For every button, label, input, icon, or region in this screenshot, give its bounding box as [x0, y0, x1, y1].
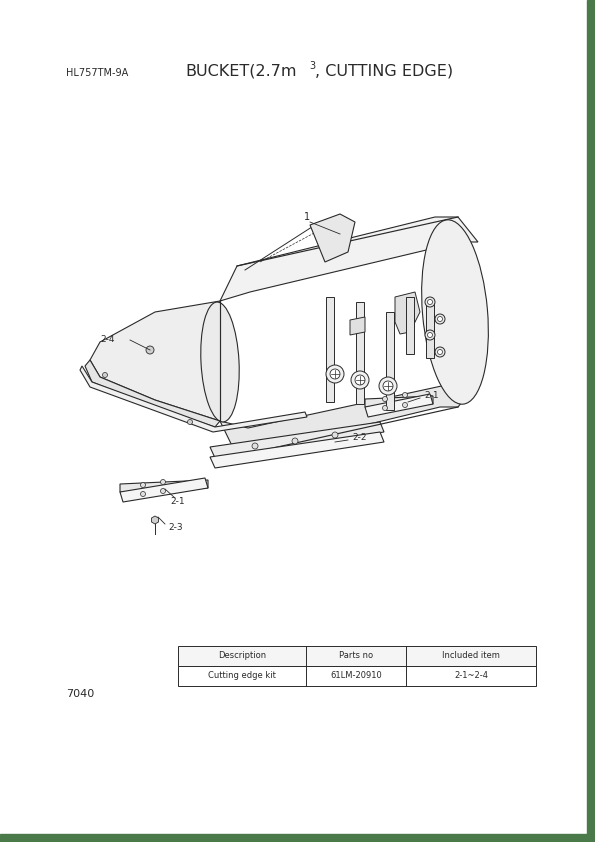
Circle shape	[326, 365, 344, 383]
Circle shape	[332, 432, 338, 438]
Text: Parts no: Parts no	[339, 652, 373, 660]
Circle shape	[383, 406, 387, 411]
Polygon shape	[365, 394, 433, 417]
Text: 7040: 7040	[66, 689, 94, 699]
Circle shape	[435, 347, 445, 357]
Polygon shape	[220, 382, 478, 456]
Circle shape	[140, 482, 146, 488]
Polygon shape	[395, 292, 420, 334]
Text: 2-1: 2-1	[424, 392, 439, 401]
Polygon shape	[426, 302, 434, 358]
Polygon shape	[210, 432, 384, 468]
Circle shape	[427, 300, 433, 305]
Circle shape	[355, 375, 365, 385]
Text: 2-1~2-4: 2-1~2-4	[454, 672, 488, 680]
Circle shape	[187, 419, 193, 424]
Bar	[178, 666, 536, 686]
Text: BUCKET(2.7m: BUCKET(2.7m	[185, 63, 296, 78]
Circle shape	[140, 492, 146, 497]
Ellipse shape	[422, 220, 488, 404]
Text: HL757TM-9A: HL757TM-9A	[66, 68, 129, 78]
Circle shape	[425, 330, 435, 340]
Circle shape	[437, 317, 443, 322]
Circle shape	[383, 397, 387, 402]
Text: 2-1: 2-1	[171, 498, 185, 507]
Ellipse shape	[201, 302, 239, 422]
Polygon shape	[350, 317, 365, 335]
Text: Description: Description	[218, 652, 266, 660]
Circle shape	[402, 392, 408, 397]
Circle shape	[351, 371, 369, 389]
Polygon shape	[365, 396, 433, 407]
Circle shape	[425, 297, 435, 307]
Circle shape	[383, 381, 393, 391]
Text: Included item: Included item	[442, 652, 500, 660]
Text: 2-3: 2-3	[168, 523, 183, 531]
Circle shape	[161, 488, 165, 493]
Polygon shape	[152, 516, 158, 524]
Circle shape	[379, 377, 397, 395]
Bar	[0, 834, 595, 842]
Polygon shape	[386, 312, 394, 410]
Circle shape	[435, 314, 445, 324]
Polygon shape	[326, 297, 334, 402]
Polygon shape	[120, 480, 208, 492]
Polygon shape	[310, 214, 355, 262]
Circle shape	[146, 346, 154, 354]
Circle shape	[427, 333, 433, 338]
Circle shape	[330, 369, 340, 379]
Text: 2-2: 2-2	[352, 434, 367, 443]
Text: Cutting edge kit: Cutting edge kit	[208, 672, 276, 680]
Circle shape	[161, 479, 165, 484]
Circle shape	[402, 402, 408, 408]
Bar	[178, 646, 536, 666]
Polygon shape	[120, 478, 208, 502]
Circle shape	[252, 443, 258, 449]
Circle shape	[437, 349, 443, 354]
Polygon shape	[80, 366, 307, 432]
Polygon shape	[210, 422, 384, 458]
Text: 3: 3	[309, 61, 315, 71]
Polygon shape	[406, 297, 414, 354]
Circle shape	[292, 438, 298, 444]
Text: , CUTTING EDGE): , CUTTING EDGE)	[315, 63, 453, 78]
Polygon shape	[356, 302, 364, 404]
Text: 1: 1	[304, 212, 310, 222]
Text: 2-4: 2-4	[101, 335, 115, 344]
Polygon shape	[85, 360, 220, 427]
Text: 61LM-20910: 61LM-20910	[330, 672, 382, 680]
Polygon shape	[90, 301, 220, 421]
Polygon shape	[220, 217, 478, 301]
Circle shape	[102, 372, 108, 377]
Bar	[587, 0, 595, 842]
